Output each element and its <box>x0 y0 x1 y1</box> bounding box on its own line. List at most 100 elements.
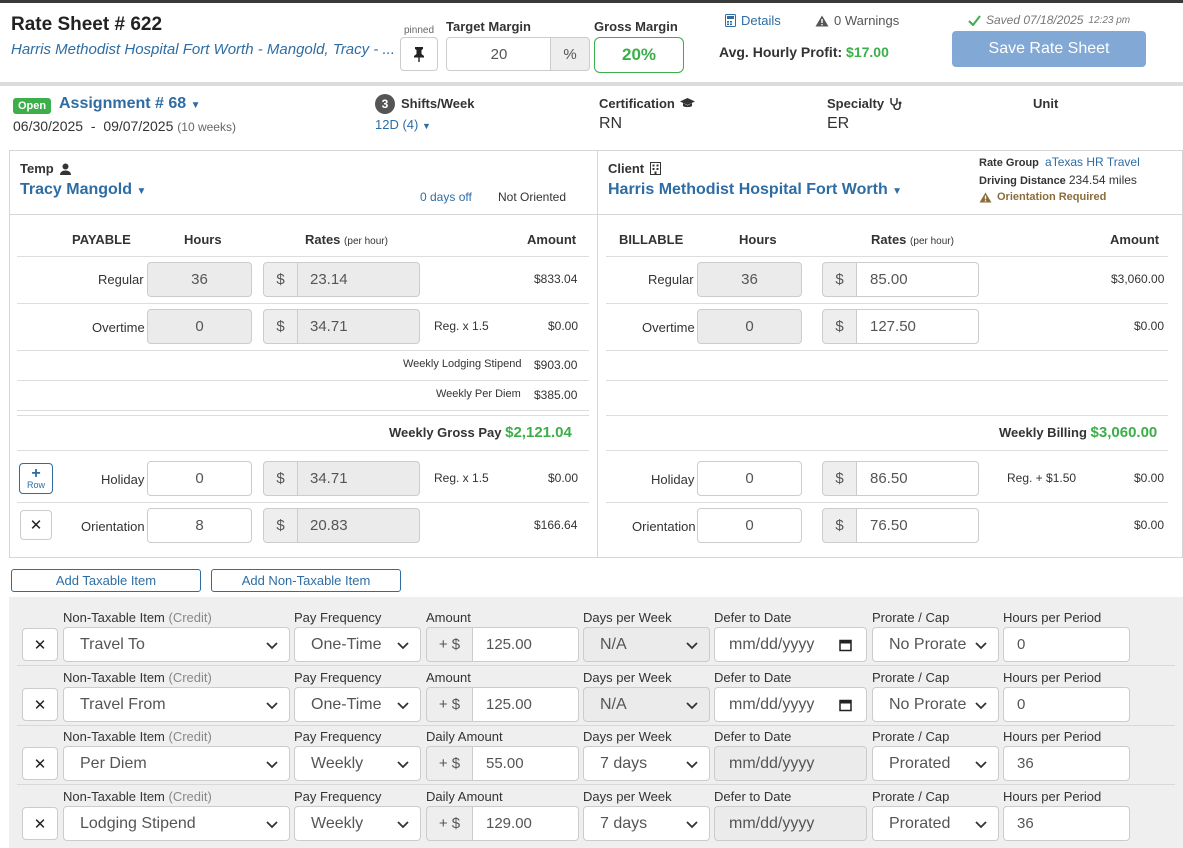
warnings-indicator[interactable]: 0 Warnings <box>815 13 899 28</box>
hours-per-period-input[interactable]: 0 <box>1003 627 1130 662</box>
item-select[interactable]: Travel To <box>63 627 290 662</box>
row-label: Holiday <box>101 472 145 487</box>
row-label: Holiday <box>651 472 695 487</box>
assignment-dropdown[interactable]: Assignment # 68 ▼ <box>59 95 201 112</box>
hours-input[interactable]: 36 <box>697 262 802 297</box>
gross-margin-value-box: 20% <box>594 37 684 73</box>
rate-input[interactable]: 127.50 <box>856 309 979 344</box>
prorate-select[interactable]: Prorated <box>872 806 999 841</box>
hours-input[interactable]: 0 <box>147 309 252 344</box>
add-row-button[interactable]: + Row <box>19 463 53 494</box>
add-non-taxable-item-button[interactable]: Add Non-Taxable Item <box>211 569 401 592</box>
hours-input[interactable]: 36 <box>147 262 252 297</box>
frequency-select[interactable]: Weekly <box>294 806 421 841</box>
chevron-down-icon <box>686 820 698 828</box>
frequency-label: Pay Frequency <box>294 610 382 625</box>
orientation-required: Orientation Required <box>979 191 1106 203</box>
col-hours: Hours <box>184 232 222 247</box>
defer-date-input[interactable]: mm/dd/yyyy <box>714 687 867 722</box>
specialty-value: ER <box>827 115 850 132</box>
pin-button[interactable] <box>400 37 438 71</box>
chevron-down-icon <box>266 820 278 828</box>
details-link[interactable]: Details <box>725 13 781 28</box>
hours-per-period-input[interactable]: 0 <box>1003 687 1130 722</box>
row-divider <box>17 303 589 304</box>
hours-input[interactable]: 0 <box>697 461 802 496</box>
currency-addon: $ <box>263 309 298 344</box>
gross-margin-value: 20% <box>621 45 657 64</box>
percent-addon: % <box>550 37 590 71</box>
days-select[interactable]: N/A <box>583 627 710 662</box>
amount-input[interactable]: 129.00 <box>472 806 579 841</box>
row-divider <box>17 784 1175 785</box>
rate-group-link[interactable]: aTexas HR Travel <box>1045 155 1140 169</box>
rate-input[interactable]: 86.50 <box>856 461 979 496</box>
amount-input[interactable]: 125.00 <box>472 687 579 722</box>
item-select[interactable]: Per Diem <box>63 746 290 781</box>
close-icon: ✕ <box>33 815 47 833</box>
remove-item-button[interactable]: ✕ <box>22 807 58 840</box>
days-select[interactable]: N/A <box>583 687 710 722</box>
remove-item-button[interactable]: ✕ <box>22 688 58 721</box>
amount-value: $166.64 <box>534 518 578 532</box>
page-subtitle[interactable]: Harris Methodist Hospital Fort Worth - M… <box>11 41 395 58</box>
amount-input[interactable]: 125.00 <box>472 627 579 662</box>
hours-input[interactable]: 8 <box>147 508 252 543</box>
top-border <box>0 0 1183 3</box>
temp-name-dropdown[interactable]: Tracy Mangold ▼ <box>20 181 147 198</box>
shifts-label: Shifts/Week <box>401 96 475 111</box>
row-divider <box>17 725 1175 726</box>
days-select[interactable]: 7 days <box>583 806 710 841</box>
rate-note: Reg. + $1.50 <box>1007 471 1077 485</box>
days-select[interactable]: 7 days <box>583 746 710 781</box>
rate-input[interactable]: 23.14 <box>297 262 420 297</box>
hours-input[interactable]: 0 <box>697 508 802 543</box>
defer-label: Defer to Date <box>714 789 792 804</box>
row-label: Orientation <box>632 519 696 534</box>
status-badge: Open <box>13 98 52 114</box>
defer-date-input[interactable]: mm/dd/yyyy <box>714 627 867 662</box>
remove-row-button[interactable]: ✕ <box>20 510 52 540</box>
frequency-select[interactable]: One-Time <box>294 627 421 662</box>
stethoscope-icon <box>890 98 902 110</box>
defer-date-input[interactable]: mm/dd/yyyy <box>714 806 867 841</box>
frequency-select[interactable]: One-Time <box>294 687 421 722</box>
remove-item-button[interactable]: ✕ <box>22 628 58 661</box>
rate-input[interactable]: 85.00 <box>856 262 979 297</box>
save-rate-sheet-button[interactable]: Save Rate Sheet <box>952 31 1146 67</box>
frequency-select[interactable]: Weekly <box>294 746 421 781</box>
prorate-select[interactable]: No Prorate <box>872 627 999 662</box>
saved-status: Saved 07/18/2025 12:23 pm <box>968 13 1130 27</box>
amount-value: $0.00 <box>1134 471 1165 485</box>
rate-input[interactable]: 34.71 <box>297 309 420 344</box>
rate-input[interactable]: 76.50 <box>856 508 979 543</box>
defer-date-input[interactable]: mm/dd/yyyy <box>714 746 867 781</box>
close-icon: ✕ <box>29 517 43 534</box>
days-off-link[interactable]: 0 days off <box>420 190 472 204</box>
hours-input[interactable]: 0 <box>697 309 802 344</box>
item-select[interactable]: Lodging Stipend <box>63 806 290 841</box>
chevron-down-icon <box>397 760 409 768</box>
assignment-dates: 06/30/2025 - 09/07/2025 (10 weeks) <box>13 118 236 134</box>
amount-input[interactable]: 55.00 <box>472 746 579 781</box>
hours-per-period-input[interactable]: 36 <box>1003 806 1130 841</box>
target-margin-input[interactable]: 20 <box>446 37 552 71</box>
col-rates: Rates (per hour) <box>305 232 388 247</box>
avg-hourly-profit: Avg. Hourly Profit: $17.00 <box>719 44 889 60</box>
row-divider <box>606 450 1168 451</box>
hours-per-period-input[interactable]: 36 <box>1003 746 1130 781</box>
shift-type-dropdown[interactable]: 12D (4) ▼ <box>375 117 431 132</box>
caret-down-icon: ▼ <box>421 121 431 131</box>
client-name-dropdown[interactable]: Harris Methodist Hospital Fort Worth ▼ <box>608 181 903 198</box>
prorate-select[interactable]: Prorated <box>872 746 999 781</box>
chevron-down-icon <box>397 820 409 828</box>
prorate-select[interactable]: No Prorate <box>872 687 999 722</box>
currency-addon: $ <box>822 262 857 297</box>
hours-input[interactable]: 0 <box>147 461 252 496</box>
frequency-label: Pay Frequency <box>294 729 382 744</box>
add-taxable-item-button[interactable]: Add Taxable Item <box>11 569 201 592</box>
remove-item-button[interactable]: ✕ <box>22 747 58 780</box>
rate-input[interactable]: 20.83 <box>297 508 420 543</box>
rate-input[interactable]: 34.71 <box>297 461 420 496</box>
item-select[interactable]: Travel From <box>63 687 290 722</box>
